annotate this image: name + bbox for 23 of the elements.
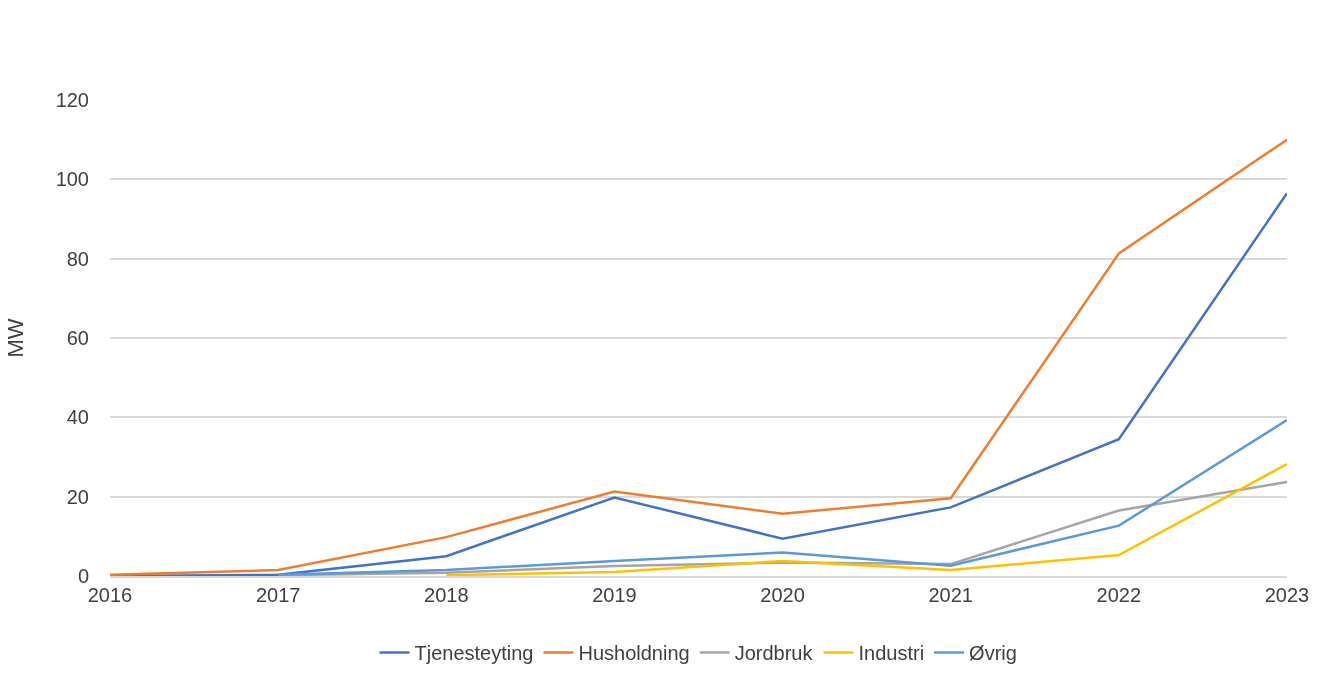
x-tick-label: 2022 [1096, 583, 1142, 606]
line-series [276, 418, 1287, 576]
y-tick-label: 120 [55, 89, 89, 111]
y-tick-label: 60 [66, 327, 89, 349]
legend-label: Tjenesteyting [414, 642, 534, 665]
legend-label: Husholdning [578, 642, 690, 665]
y-tick-label: 100 [55, 168, 89, 191]
x-tick-label: 2021 [928, 583, 973, 606]
y-axis-title: MW [3, 318, 29, 358]
y-tick-label: 80 [66, 247, 89, 270]
y-tick-label: 20 [66, 485, 89, 508]
x-tick-label: 2017 [255, 583, 301, 606]
x-tick-label: 2020 [760, 583, 805, 606]
line-series [445, 462, 1287, 576]
legend-label: Jordbruk [734, 642, 814, 665]
y-tick-label: 0 [77, 565, 89, 587]
legend-label: Industri [858, 642, 925, 665]
legend-label: Øvrig [969, 642, 1017, 665]
y-tick-label: 40 [66, 406, 89, 429]
x-tick-label: 2016 [87, 583, 133, 606]
x-tick-label: 2023 [1264, 583, 1310, 606]
x-tick-label: 2019 [592, 583, 637, 606]
x-tick-label: 2018 [424, 583, 469, 606]
